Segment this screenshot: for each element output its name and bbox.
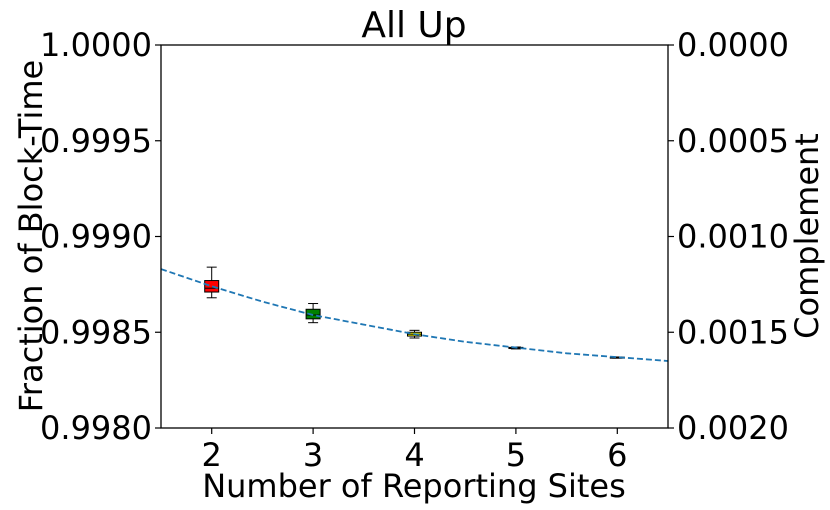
y2-tick-label: 0.0010 — [677, 218, 789, 256]
y-tick-label: 1.0000 — [40, 26, 152, 64]
y2-tick-label: 0.0020 — [677, 409, 789, 447]
y-tick-label: 0.9995 — [40, 122, 152, 160]
chart-title: All Up — [361, 5, 466, 46]
x-axis-label: Number of Reporting Sites — [202, 467, 626, 505]
y-axis-right: 0.0020 0.0015 0.0010 0.0005 0.0000 — [668, 26, 789, 447]
y-tick-label: 0.9990 — [40, 218, 152, 256]
y2-tick-label: 0.0000 — [677, 26, 789, 64]
x-tick-label: 2 — [202, 436, 222, 474]
y-tick-label: 0.9985 — [40, 313, 152, 351]
box — [305, 308, 321, 320]
boxplot-2 — [204, 266, 220, 299]
x-tick-label: 5 — [506, 436, 526, 474]
x-tick-label: 3 — [303, 436, 323, 474]
x-tick-label: 4 — [404, 436, 424, 474]
plot-frame — [160, 44, 669, 429]
y-axis-right-label: Complement — [788, 133, 826, 339]
y2-tick-label: 0.0015 — [677, 313, 789, 351]
y-axis-left: 0.9980 0.9985 0.9990 0.9995 1.0000 — [40, 26, 161, 447]
plot-area — [161, 266, 668, 362]
fit-curve — [161, 268, 668, 362]
x-axis: 2 3 4 5 6 — [202, 428, 627, 474]
y-tick-label: 0.9980 — [40, 409, 152, 447]
y-axis-label: Fraction of Block-Time — [12, 60, 50, 412]
x-tick-label: 6 — [607, 436, 627, 474]
box — [204, 280, 220, 293]
y2-tick-label: 0.0005 — [677, 122, 789, 160]
